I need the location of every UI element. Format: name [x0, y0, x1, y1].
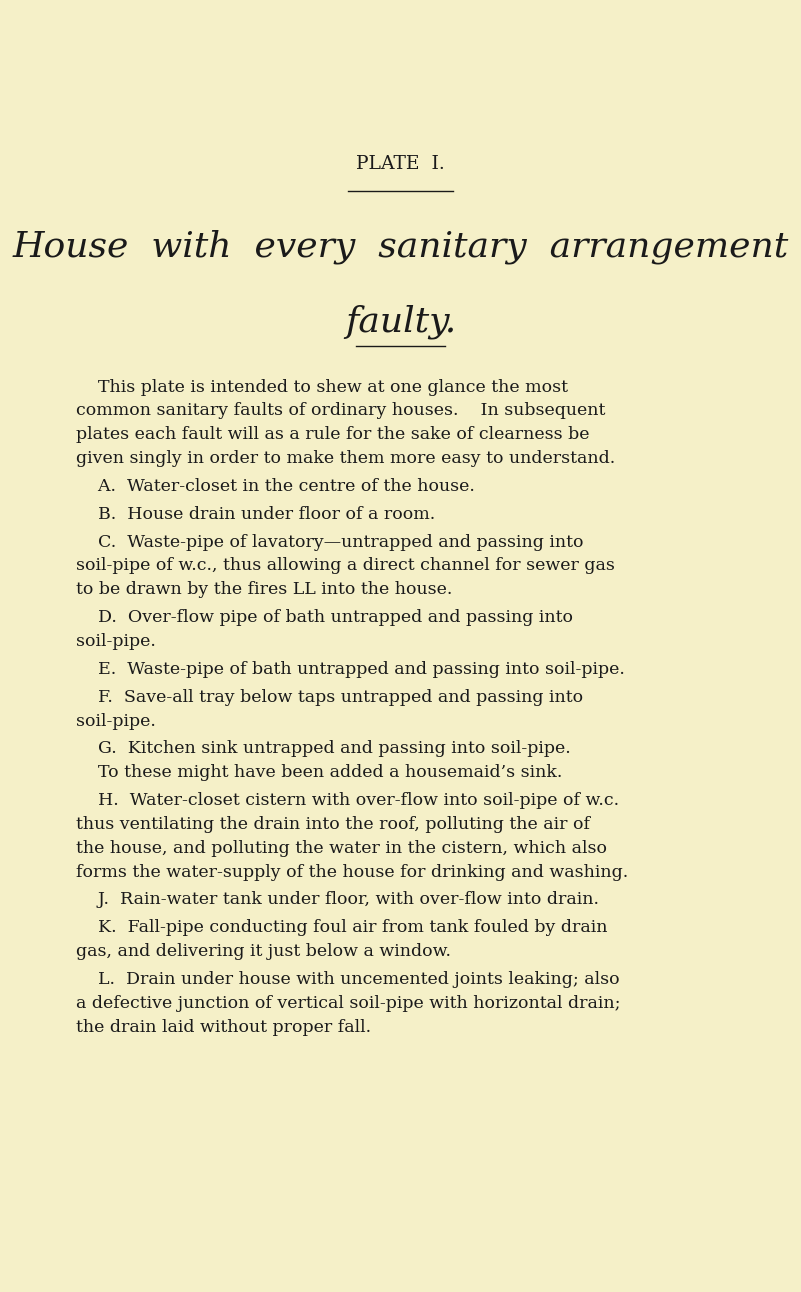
Text: PLATE  I.: PLATE I.	[356, 155, 445, 173]
Text: K.  Fall-pipe conducting foul air from tank fouled by drain: K. Fall-pipe conducting foul air from ta…	[76, 920, 608, 937]
Text: thus ventilating the drain into the roof, polluting the air of: thus ventilating the drain into the roof…	[76, 815, 590, 833]
Text: G.  Kitchen sink untrapped and passing into soil-pipe.: G. Kitchen sink untrapped and passing in…	[76, 740, 571, 757]
Text: given singly in order to make them more easy to understand.: given singly in order to make them more …	[76, 451, 615, 468]
Text: House  with  every  sanitary  arrangement: House with every sanitary arrangement	[12, 230, 789, 265]
Text: to be drawn by the fires LL into the house.: to be drawn by the fires LL into the hou…	[76, 581, 453, 598]
Text: the house, and polluting the water in the cistern, which also: the house, and polluting the water in th…	[76, 840, 607, 857]
Text: common sanitary faults of ordinary houses.    In subsequent: common sanitary faults of ordinary house…	[76, 403, 606, 420]
Text: D.  Over-flow pipe of bath untrapped and passing into: D. Over-flow pipe of bath untrapped and …	[76, 609, 573, 627]
Text: To these might have been added a housemaid’s sink.: To these might have been added a housema…	[76, 764, 562, 782]
Text: a defective junction of vertical soil-pipe with horizontal drain;: a defective junction of vertical soil-pi…	[76, 995, 621, 1012]
Text: C.  Waste-pipe of lavatory—untrapped and passing into: C. Waste-pipe of lavatory—untrapped and …	[76, 534, 584, 550]
Text: F.  Save-all tray below taps untrapped and passing into: F. Save-all tray below taps untrapped an…	[76, 689, 583, 705]
Text: the drain laid without proper fall.: the drain laid without proper fall.	[76, 1018, 371, 1036]
Text: forms the water-supply of the house for drinking and washing.: forms the water-supply of the house for …	[76, 863, 628, 881]
Text: J.  Rain-water tank under floor, with over-flow into drain.: J. Rain-water tank under floor, with ove…	[76, 891, 599, 908]
Text: plates each fault will as a rule for the sake of clearness be: plates each fault will as a rule for the…	[76, 426, 590, 443]
Text: soil-pipe.: soil-pipe.	[76, 712, 156, 730]
Text: L.  Drain under house with uncemented joints leaking; also: L. Drain under house with uncemented joi…	[76, 972, 620, 988]
Text: A.  Water-closet in the centre of the house.: A. Water-closet in the centre of the hou…	[76, 478, 475, 495]
Text: H.  Water-closet cistern with over-flow into soil-pipe of w.c.: H. Water-closet cistern with over-flow i…	[76, 792, 619, 809]
Text: E.  Waste-pipe of bath untrapped and passing into soil-pipe.: E. Waste-pipe of bath untrapped and pass…	[76, 660, 625, 678]
Text: soil-pipe of w.c., thus allowing a direct channel for sewer gas: soil-pipe of w.c., thus allowing a direc…	[76, 557, 615, 575]
Text: B.  House drain under floor of a room.: B. House drain under floor of a room.	[76, 505, 436, 523]
Text: faulty.: faulty.	[345, 305, 456, 340]
Text: soil-pipe.: soil-pipe.	[76, 633, 156, 650]
Text: gas, and delivering it just below a window.: gas, and delivering it just below a wind…	[76, 943, 451, 960]
Text: This plate is intended to shew at one glance the most: This plate is intended to shew at one gl…	[76, 379, 568, 395]
